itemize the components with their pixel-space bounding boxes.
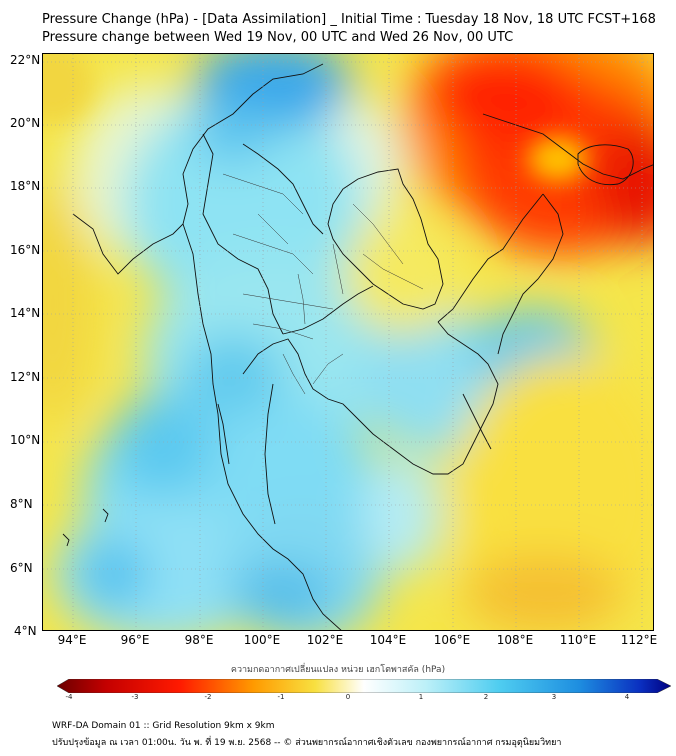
grid-lines: [43, 54, 653, 630]
colorbar-tick: -3: [131, 693, 139, 701]
lat-label-8n: 8°N: [10, 497, 33, 511]
map-canvas: [43, 54, 653, 630]
local-features: [43, 54, 588, 181]
colorbar-tick: 4: [624, 693, 630, 701]
lon-label-106e: 106°E: [433, 633, 471, 647]
lon-label-96e: 96°E: [120, 633, 150, 647]
lat-label-18n: 18°N: [10, 179, 41, 193]
colorbar-tick: 1: [418, 693, 424, 701]
lon-label-100e: 100°E: [243, 633, 281, 647]
lon-label-110e: 110°E: [559, 633, 597, 647]
lat-label-20n: 20°N: [10, 116, 41, 130]
colorbar-tick: -2: [204, 693, 212, 701]
colorbar: [56, 678, 672, 708]
colorbar-gradient: [56, 678, 672, 694]
lon-label-94e: 94°E: [57, 633, 87, 647]
colorbar-tick: -4: [65, 693, 73, 701]
colorbar-tick: 3: [551, 693, 557, 701]
lat-label-16n: 16°N: [10, 243, 41, 257]
colorbar-tick: 2: [483, 693, 489, 701]
lon-label-112e: 112°E: [620, 633, 658, 647]
colorbar-svg: [56, 678, 672, 694]
pressure-change-map: [42, 53, 654, 631]
coastlines: [62, 63, 653, 630]
colorbar-tick: -1: [277, 693, 285, 701]
chart-subtitle: Pressure change between Wed 19 Nov, 00 U…: [42, 30, 514, 45]
lon-label-102e: 102°E: [306, 633, 344, 647]
chart-title: Pressure Change (hPa) - [Data Assimilati…: [42, 12, 656, 27]
pressure-field: [43, 54, 653, 630]
lat-label-4n: 4°N: [14, 624, 37, 638]
colorbar-label: ความกดอากาศเปลี่ยนแปลง หน่วย เฮกโตพาสคัล…: [230, 665, 446, 675]
lat-label-10n: 10°N: [10, 433, 41, 447]
lon-label-108e: 108°E: [496, 633, 534, 647]
lon-label-104e: 104°E: [369, 633, 407, 647]
lat-label-6n: 6°N: [10, 561, 33, 575]
lat-label-22n: 22°N: [10, 53, 41, 67]
model-info: WRF-DA Domain 01 :: Grid Resolution 9km …: [52, 721, 275, 731]
lon-label-98e: 98°E: [184, 633, 214, 647]
update-credit: ปรับปรุงข้อมูล ณ เวลา 01:00น. วัน พ. ที่…: [52, 738, 562, 748]
colorbar-tick: 0: [345, 693, 351, 701]
lat-label-12n: 12°N: [10, 370, 41, 384]
lat-label-14n: 14°N: [10, 306, 41, 320]
